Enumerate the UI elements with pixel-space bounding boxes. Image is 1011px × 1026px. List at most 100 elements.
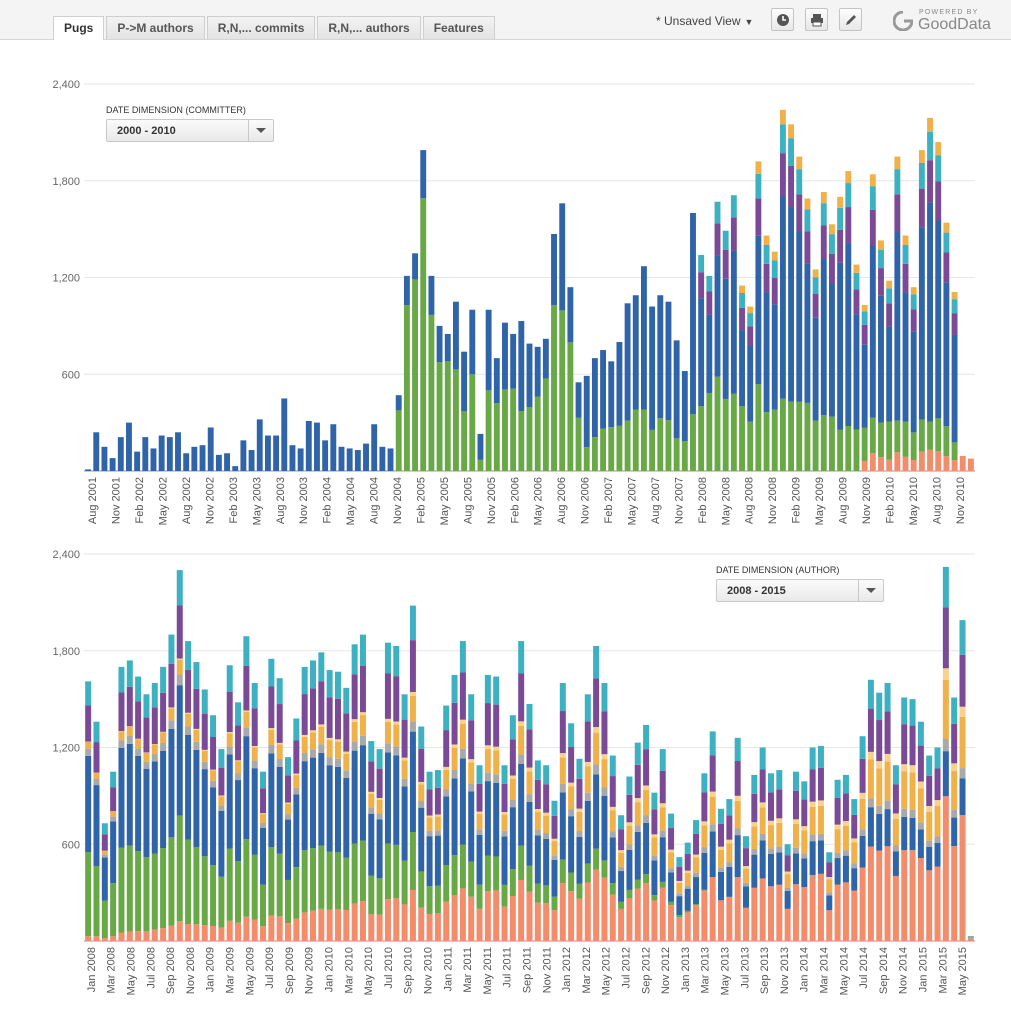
bar-segment	[820, 203, 827, 226]
bar-segment	[884, 761, 891, 801]
bar-segment	[393, 676, 400, 722]
bar-segment	[568, 786, 575, 810]
bar-segment	[892, 765, 899, 785]
bar-segment	[232, 466, 239, 471]
bar-segment	[718, 849, 725, 868]
bar-segment	[910, 432, 917, 460]
bar-segment	[951, 460, 958, 471]
bar-segment	[143, 761, 150, 769]
bar-segment	[927, 202, 933, 422]
bar-segment	[436, 362, 443, 471]
bar-segment	[796, 232, 803, 402]
x-tick-label: Jan 2008	[86, 947, 98, 992]
bar-segment	[801, 853, 808, 859]
bar-segment	[293, 773, 300, 776]
bar-segment	[285, 803, 292, 815]
bar-segment	[201, 689, 208, 714]
x-tick-label: Jul 2009	[264, 947, 276, 989]
bar-segment	[551, 838, 558, 842]
bar-segment	[668, 849, 675, 853]
bar-segment	[469, 374, 476, 471]
tab-rn-authors[interactable]: R,N,... authors	[317, 16, 421, 39]
bar-segment	[853, 272, 860, 290]
bar-segment	[684, 885, 691, 889]
tab-p-m-authors[interactable]: P->M authors	[106, 16, 205, 39]
bar-segment	[468, 896, 475, 941]
bar-segment	[101, 854, 108, 858]
bar-segment	[301, 912, 308, 941]
bar-segment	[693, 857, 700, 873]
bar-segment	[93, 772, 100, 779]
bar-segment	[626, 850, 633, 890]
history-button[interactable]	[771, 8, 794, 31]
bar-segment	[861, 461, 868, 471]
bar-segment	[559, 783, 566, 793]
bar-segment	[575, 417, 582, 471]
bar-segment	[584, 800, 591, 864]
saved-view-dropdown[interactable]: * Unsaved View ▼	[656, 14, 753, 28]
bar-segment	[403, 305, 410, 471]
bar-segment	[401, 778, 408, 787]
bar-segment	[842, 821, 849, 826]
bar-segment	[917, 788, 924, 823]
bar-segment	[593, 645, 600, 679]
bar-segment	[160, 692, 167, 732]
tab-pugs[interactable]: Pugs	[53, 16, 105, 40]
x-tick-label: Mar 2015	[937, 947, 949, 993]
x-tick-label: Nov 2008	[767, 477, 779, 524]
bar-segment	[909, 725, 916, 766]
x-tick-label: Nov 2002	[204, 477, 216, 524]
bar-segment	[368, 807, 375, 814]
bar-segment	[934, 842, 941, 867]
bar-segment	[534, 346, 541, 397]
bar-segment	[698, 298, 705, 407]
bar-segment	[726, 815, 733, 840]
author-commits-chart: 600 1,200 1,800 2,400 Jan 2008 Mar 2008 May 20…	[0, 540, 1011, 1026]
bar-segment	[693, 904, 700, 906]
bar-segment	[609, 806, 616, 811]
author-date-dropdown[interactable]: 2008 - 2015	[716, 579, 884, 602]
bar-segment	[143, 752, 150, 753]
bar-segment	[796, 401, 803, 471]
tab-rn-commits[interactable]: R,N,... commits	[206, 16, 316, 39]
bar-segment	[101, 446, 108, 471]
bar-segment	[376, 878, 383, 915]
bar-segment	[776, 822, 783, 847]
bar-segment	[693, 877, 700, 905]
bar-segment	[859, 835, 866, 868]
bar-segment	[812, 317, 819, 421]
bar-segment	[459, 723, 466, 749]
tab-features[interactable]: Features	[422, 16, 495, 39]
bar-segment	[451, 895, 458, 941]
bar-segment	[476, 783, 483, 812]
bar-segment	[812, 269, 819, 278]
x-tick-label: Nov 2005	[486, 477, 498, 524]
edit-button[interactable]	[839, 8, 862, 31]
bar-segment	[809, 769, 816, 802]
bar-segment	[526, 801, 533, 866]
bar-segment	[739, 330, 745, 407]
bar-segment	[101, 938, 108, 941]
bar-segment	[215, 454, 222, 471]
x-tick-label: May 2011	[482, 947, 494, 995]
bar-segment	[551, 815, 558, 839]
bar-segment	[509, 775, 516, 779]
bar-segment	[618, 852, 625, 867]
bar-segment	[935, 451, 942, 471]
x-tick-label: May 2002	[158, 477, 170, 525]
bar-segment	[276, 744, 283, 759]
bar-segment	[583, 447, 590, 471]
bar-segment	[583, 375, 590, 448]
bar-segment	[943, 456, 950, 471]
bar-segment	[542, 378, 549, 471]
bar-segment	[420, 150, 427, 199]
y-tick-label: 2,400	[52, 79, 80, 91]
bar-segment	[101, 857, 108, 901]
bar-segment	[659, 837, 666, 882]
bar-segment	[718, 900, 725, 941]
bar-segment	[959, 620, 966, 655]
bar-segment	[376, 813, 383, 820]
committer-date-dropdown[interactable]: 2000 - 2010	[106, 119, 274, 142]
bar-segment	[368, 793, 375, 808]
print-button[interactable]	[805, 8, 828, 31]
